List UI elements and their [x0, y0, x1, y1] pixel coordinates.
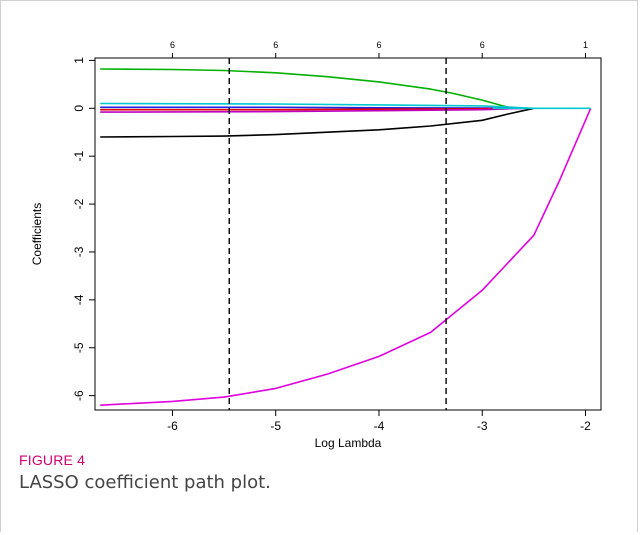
y-tick-label: -6: [72, 390, 86, 401]
coefficient-path-line: [100, 107, 524, 113]
y-tick-label: -4: [72, 294, 86, 305]
x-tick-label: -3: [477, 419, 488, 433]
coefficient-path-line: [100, 68, 514, 110]
x-tick-label: -5: [270, 419, 281, 433]
coefficient-path-line: [100, 107, 592, 406]
y-tick-label: -5: [72, 342, 86, 353]
top-axis-count-label: 1: [583, 40, 588, 50]
top-axis-count-label: 6: [480, 40, 485, 50]
top-axis-count-label: 6: [376, 40, 381, 50]
coefficient-path-line: [100, 107, 535, 138]
y-tick-label: 0: [72, 105, 86, 112]
figure-label: FIGURE 4: [19, 452, 86, 468]
y-tick-label: -2: [72, 198, 86, 209]
figure-caption-block: FIGURE 4 LASSO coefficient path plot.: [19, 452, 271, 493]
figure-caption: LASSO coefficient path plot.: [19, 472, 271, 493]
y-tick-label: -3: [72, 246, 86, 257]
y-tick-label: 1: [72, 57, 86, 64]
top-axis-count-label: 6: [273, 40, 278, 50]
top-axis-count-label: 6: [170, 40, 175, 50]
x-tick-label: -2: [580, 419, 591, 433]
x-axis-title: Log Lambda: [315, 436, 382, 450]
x-tick-label: -4: [374, 419, 385, 433]
lasso-coefficient-path-chart: -6 -5 -4 -3 -2 6 6 6 6 1 1 0 -1 -2 -3 -4 -5 -6 Log Lambda C…: [30, 40, 602, 450]
y-axis-title: Coefficients: [30, 203, 44, 265]
plot-layer: -6 -5 -4 -3 -2 6 6 6 6 1 1 0 -1 -2 -3 -4 -5 -6 Log Lambda C…: [30, 40, 602, 450]
plot-frame: [94, 57, 602, 411]
x-tick-label: -6: [167, 419, 178, 433]
y-tick-label: -1: [72, 151, 86, 162]
